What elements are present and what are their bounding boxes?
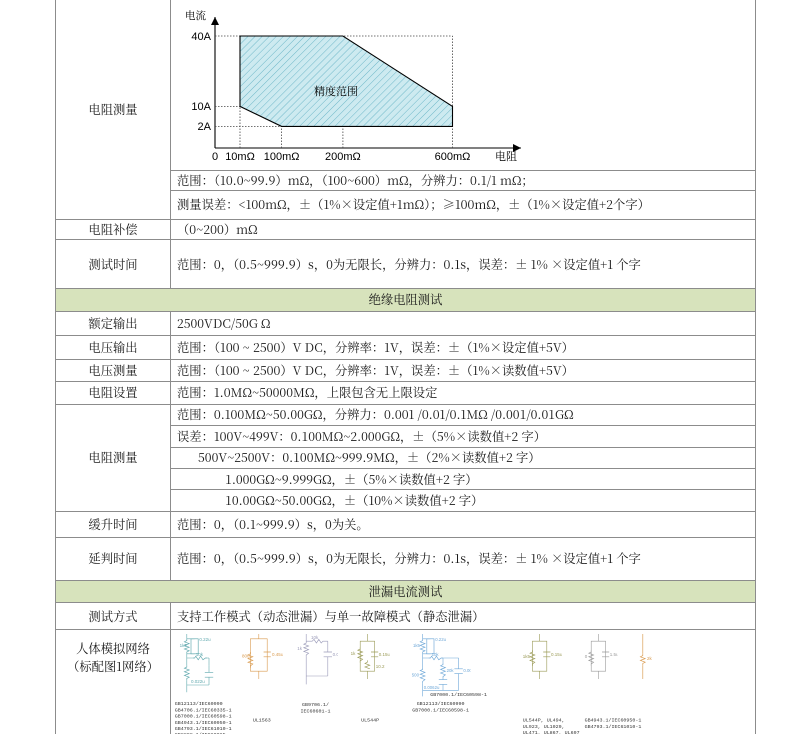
svg-text:1k: 1k: [297, 647, 303, 652]
svg-text:500: 500: [412, 673, 420, 678]
svg-text:0: 0: [212, 151, 218, 162]
svg-text:1k: 1k: [351, 651, 357, 656]
svg-text:0.22u: 0.22u: [199, 638, 211, 643]
svg-text:1k5: 1k5: [523, 654, 531, 659]
svg-text:1.5u: 1.5u: [610, 653, 618, 658]
svg-text:10.2: 10.2: [376, 665, 385, 670]
svg-text:800: 800: [242, 654, 250, 659]
svg-text:0.15u: 0.15u: [551, 653, 562, 658]
svg-text:10A: 10A: [191, 101, 211, 113]
svg-text:电流: 电流: [185, 8, 206, 23]
svg-text:10mΩ: 10mΩ: [225, 151, 255, 162]
svg-text:电阻: 电阻: [495, 148, 517, 162]
svg-text:600mΩ: 600mΩ: [435, 151, 471, 162]
svg-text:精度范围: 精度范围: [314, 83, 358, 99]
svg-text:10k: 10k: [196, 653, 204, 658]
svg-text:100mΩ: 100mΩ: [264, 151, 300, 162]
svg-text:2k: 2k: [647, 656, 653, 661]
svg-text:10k: 10k: [432, 653, 440, 658]
svg-text:1k5: 1k5: [413, 644, 421, 649]
svg-text:0.15u: 0.15u: [379, 653, 390, 658]
svg-text:0.0091u: 0.0091u: [463, 668, 470, 673]
svg-text:0.005u: 0.005u: [333, 653, 338, 658]
svg-text:0.022u: 0.022u: [191, 680, 205, 685]
svg-text:0.22u: 0.22u: [435, 638, 446, 643]
svg-text:1k5: 1k5: [180, 644, 188, 649]
svg-text:20k: 20k: [447, 668, 455, 673]
svg-text:0.45u: 0.45u: [272, 653, 283, 658]
svg-text:10k: 10k: [311, 635, 319, 640]
svg-text:0.0062u: 0.0062u: [424, 686, 440, 691]
svg-text:150: 150: [585, 654, 588, 659]
svg-text:200mΩ: 200mΩ: [325, 151, 361, 162]
svg-text:40A: 40A: [191, 31, 211, 43]
svg-text:2A: 2A: [198, 121, 212, 133]
